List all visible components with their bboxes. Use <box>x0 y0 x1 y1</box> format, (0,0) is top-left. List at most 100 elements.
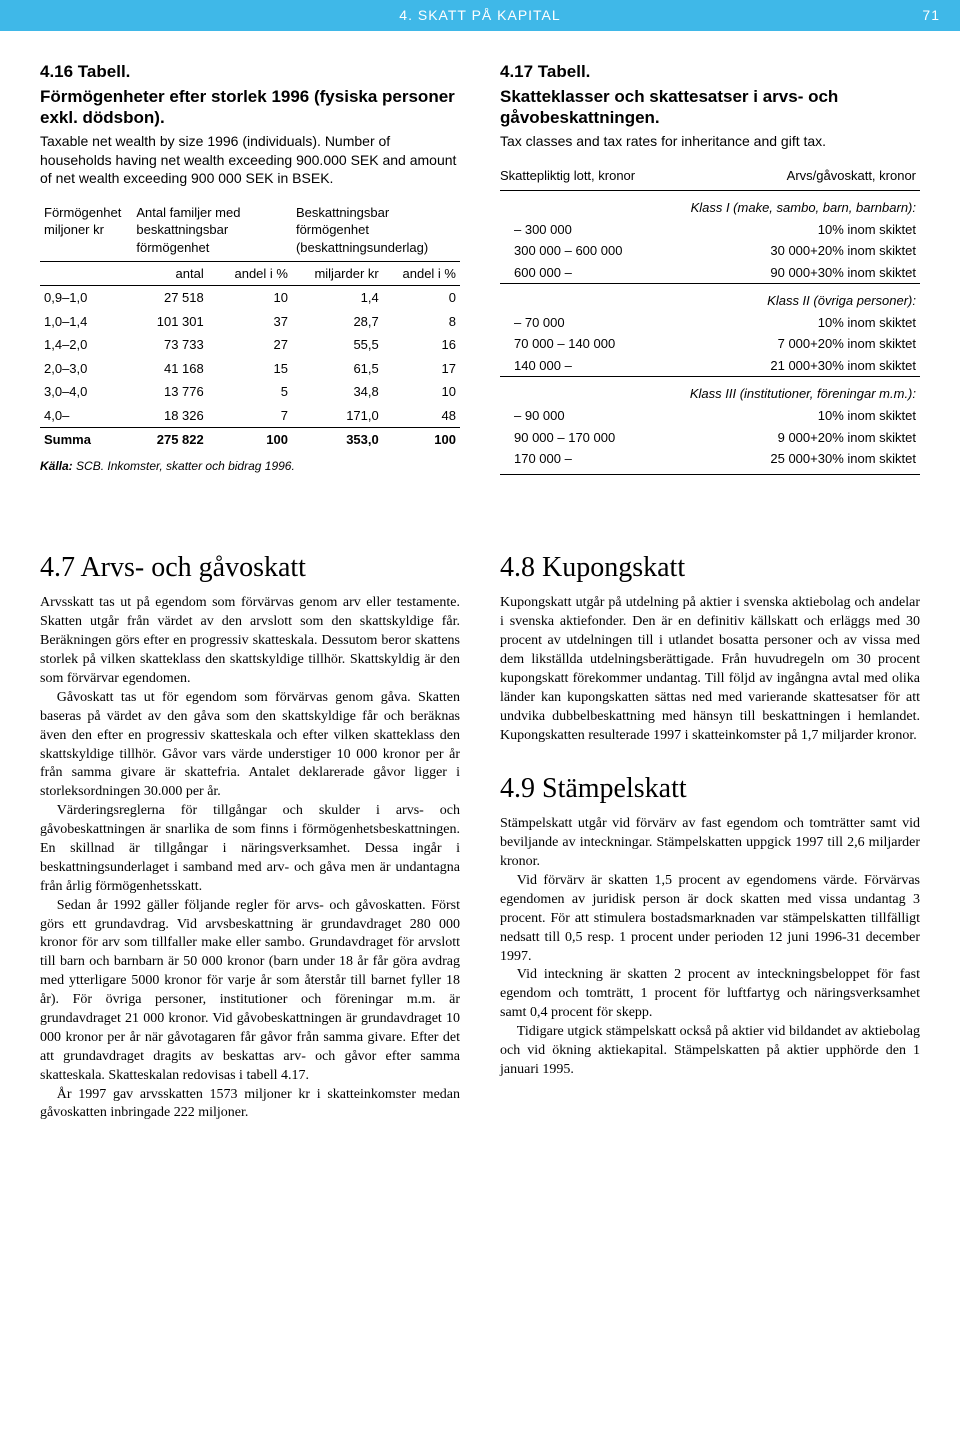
section-4-9-para: Stämpelskatt utgår vid förvärv av fast e… <box>500 815 920 872</box>
section-4-7-para: Värderingsreglerna för tillgångar och sk… <box>40 802 460 896</box>
table-cell: 3,0–4,0 <box>40 380 132 404</box>
t416-sub1: antal <box>132 261 207 286</box>
table-cell: – 300 000 <box>500 219 700 241</box>
table-cell: 5 <box>208 380 292 404</box>
upper-columns: 4.16 Tabell. Förmögenheter efter storlek… <box>40 61 920 475</box>
tax-class-title: Klass III (institutioner, föreningar m.m… <box>500 377 920 405</box>
table-cell: 10 <box>208 286 292 310</box>
table-row: 0,9–1,027 518101,40 <box>40 286 460 310</box>
lower-left-column: 4.7 Arvs- och gåvoskatt Arvsskatt tas ut… <box>40 525 460 1124</box>
table-cell: 90 000+30% inom skiktet <box>700 262 920 284</box>
section-4-7-para: År 1997 gav arvsskatten 1573 miljoner kr… <box>40 1086 460 1124</box>
section-4-7-para: Gåvoskatt tas ut för egendom som förvärv… <box>40 689 460 802</box>
t417-header-right: Arvs/gåvoskatt, kronor <box>700 165 920 191</box>
section-4-7-para: Arvsskatt tas ut på egendom som förvärva… <box>40 594 460 688</box>
table-cell: 30 000+20% inom skiktet <box>700 240 920 262</box>
lower-columns: 4.7 Arvs- och gåvoskatt Arvsskatt tas ut… <box>40 525 920 1124</box>
t416-sub2: andel i % <box>208 261 292 286</box>
table-row: 600 000 –90 000+30% inom skiktet <box>500 262 920 284</box>
table-cell: 41 168 <box>132 357 207 381</box>
table-cell: 61,5 <box>292 357 383 381</box>
table-cell: 55,5 <box>292 333 383 357</box>
table-417: Skattepliktig lott, kronor Arvs/gåvoskat… <box>500 165 920 475</box>
source-text: SCB. Inkomster, skatter och bidrag 1996. <box>73 459 295 473</box>
tax-class-header: Klass I (make, sambo, barn, barnbarn): <box>500 191 920 219</box>
table-row: – 90 00010% inom skiktet <box>500 405 920 427</box>
section-4-8-title: 4.8 Kupongskatt <box>500 549 920 587</box>
table-cell: 16 <box>383 333 460 357</box>
table-cell: 7 000+20% inom skiktet <box>700 333 920 355</box>
section-4-9-para: Vid inteckning är skatten 2 procent av i… <box>500 966 920 1023</box>
table-cell: 170 000 – <box>500 448 700 474</box>
t416-sub3: miljarder kr <box>292 261 383 286</box>
table-cell: 7 <box>208 404 292 428</box>
table-row: – 70 00010% inom skiktet <box>500 312 920 334</box>
table-cell: 34,8 <box>292 380 383 404</box>
table-cell: 73 733 <box>132 333 207 357</box>
table-cell: – 90 000 <box>500 405 700 427</box>
table-cell: Summa <box>40 428 132 452</box>
table-cell: 17 <box>383 357 460 381</box>
table-cell: 101 301 <box>132 310 207 334</box>
table-416-subtitle-sv: Förmögenheter efter storlek 1996 (fysisk… <box>40 86 460 129</box>
table-416-source: Källa: SCB. Inkomster, skatter och bidra… <box>40 458 460 474</box>
table-cell: 70 000 – 140 000 <box>500 333 700 355</box>
t416-col2-header: Antal familjer med beskattningsbar förmö… <box>132 201 292 261</box>
section-4-7-title: 4.7 Arvs- och gåvoskatt <box>40 549 460 587</box>
table-cell: 275 822 <box>132 428 207 452</box>
table-417-title: 4.17 Tabell. <box>500 61 920 84</box>
t416-col3-header: Beskattningsbar förmögenhet (beskattning… <box>292 201 460 261</box>
table-cell: 25 000+30% inom skiktet <box>700 448 920 474</box>
table-summary-row: Summa275 822100353,0100 <box>40 428 460 452</box>
table-cell: 353,0 <box>292 428 383 452</box>
table-cell: 2,0–3,0 <box>40 357 132 381</box>
table-row: – 300 00010% inom skiktet <box>500 219 920 241</box>
section-4-8-para: Kupongskatt utgår på utdelning på aktier… <box>500 594 920 745</box>
table-cell: 1,4 <box>292 286 383 310</box>
table-row: 2,0–3,041 1681561,517 <box>40 357 460 381</box>
table-cell: 1,0–1,4 <box>40 310 132 334</box>
table-row: 1,0–1,4101 3013728,78 <box>40 310 460 334</box>
table-cell: 27 <box>208 333 292 357</box>
table-row: 4,0–18 3267171,048 <box>40 404 460 428</box>
table-cell: 18 326 <box>132 404 207 428</box>
table-cell: 100 <box>383 428 460 452</box>
table-cell: 27 518 <box>132 286 207 310</box>
table-cell: 0 <box>383 286 460 310</box>
table-cell: 13 776 <box>132 380 207 404</box>
table-cell: 100 <box>208 428 292 452</box>
chapter-label: 4. SKATT PÅ KAPITAL <box>399 7 560 23</box>
t416-col1-header: Förmögenhet miljoner kr <box>40 201 132 261</box>
table-row: 140 000 –21 000+30% inom skiktet <box>500 355 920 377</box>
table-row: 300 000 – 600 00030 000+20% inom skiktet <box>500 240 920 262</box>
page-number: 71 <box>922 6 940 25</box>
t416-empty <box>40 261 132 286</box>
source-label: Källa: <box>40 459 73 473</box>
table-row: 70 000 – 140 0007 000+20% inom skiktet <box>500 333 920 355</box>
table-cell: 21 000+30% inom skiktet <box>700 355 920 377</box>
table-416: Förmögenhet miljoner kr Antal familjer m… <box>40 201 460 452</box>
table-row: 90 000 – 170 0009 000+20% inom skiktet <box>500 427 920 449</box>
tax-class-title: Klass I (make, sambo, barn, barnbarn): <box>500 191 920 219</box>
table-cell: 8 <box>383 310 460 334</box>
table-cell: 15 <box>208 357 292 381</box>
table-cell: 10% inom skiktet <box>700 312 920 334</box>
table-cell: 4,0– <box>40 404 132 428</box>
table-row: 1,4–2,073 7332755,516 <box>40 333 460 357</box>
table-416-title: 4.16 Tabell. <box>40 61 460 84</box>
table-cell: 600 000 – <box>500 262 700 284</box>
right-column: 4.17 Tabell. Skatteklasser och skattesat… <box>500 61 920 475</box>
table-cell: 171,0 <box>292 404 383 428</box>
page-header: 4. SKATT PÅ KAPITAL 71 <box>0 0 960 31</box>
section-4-9-para: Tidigare utgick stämpelskatt också på ak… <box>500 1023 920 1080</box>
tax-class-header: Klass III (institutioner, föreningar m.m… <box>500 377 920 405</box>
t416-sub4: andel i % <box>383 261 460 286</box>
table-cell: 28,7 <box>292 310 383 334</box>
table-417-subtitle-en: Tax classes and tax rates for inheritanc… <box>500 132 920 150</box>
left-column: 4.16 Tabell. Förmögenheter efter storlek… <box>40 61 460 475</box>
table-cell: 48 <box>383 404 460 428</box>
table-cell: 1,4–2,0 <box>40 333 132 357</box>
table-cell: – 70 000 <box>500 312 700 334</box>
table-cell: 300 000 – 600 000 <box>500 240 700 262</box>
table-cell: 9 000+20% inom skiktet <box>700 427 920 449</box>
